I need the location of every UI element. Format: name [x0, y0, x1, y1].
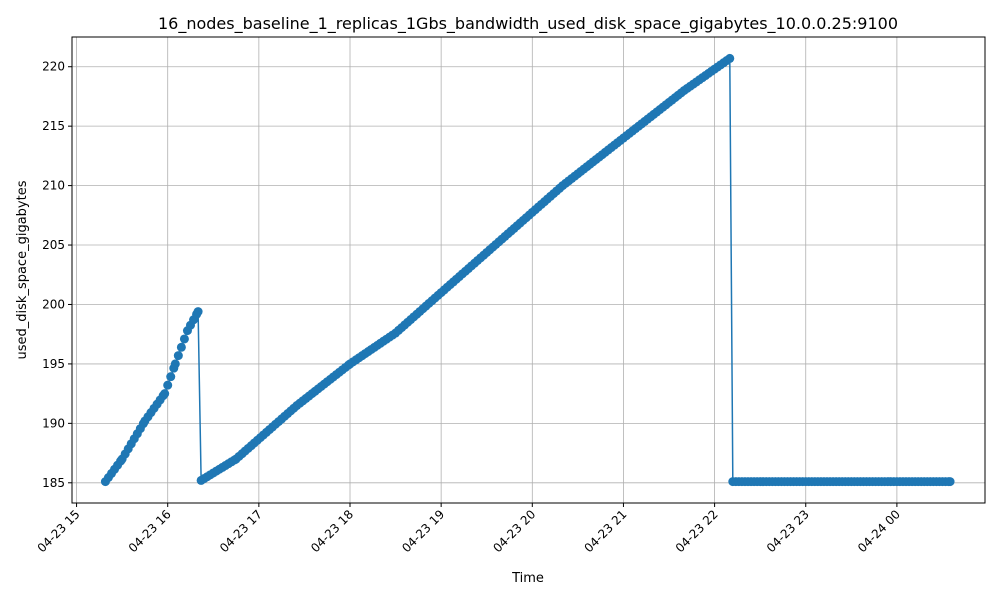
data-point: [945, 477, 955, 487]
data-point: [160, 389, 170, 399]
x-tick-label: 04-23 23: [764, 507, 812, 555]
y-tick-label: 195: [42, 357, 65, 371]
data-point: [725, 53, 735, 63]
y-tick-label: 190: [42, 416, 65, 430]
x-tick-label: 04-23 20: [490, 507, 538, 555]
x-axis-ticks: 04-23 15 04-23 16 04-23 17 04-23 18 04-23 19…: [35, 503, 903, 555]
x-tick-label: 04-23 19: [399, 507, 447, 555]
y-axis-ticks: 185 190 195 200 205 210 215 220: [42, 60, 72, 490]
x-tick-label: 04-23 15: [35, 507, 83, 555]
data-point: [179, 334, 189, 344]
series-line: [104, 56, 951, 483]
y-tick-label: 185: [42, 476, 65, 490]
series: [100, 53, 955, 487]
y-axis-label: used_disk_space_gigabytes: [15, 180, 30, 359]
x-tick-label: 04-23 17: [217, 507, 265, 555]
x-tick-label: 04-23 22: [673, 507, 721, 555]
x-axis-label: Time: [511, 571, 544, 586]
data-point: [173, 351, 183, 361]
grid: [72, 37, 985, 503]
y-tick-label: 210: [42, 179, 65, 193]
x-tick-label: 04-23 21: [582, 507, 630, 555]
x-tick-label: 04-23 16: [126, 507, 174, 555]
data-point: [166, 372, 176, 382]
plot-area-frame: [71, 36, 986, 504]
y-tick-label: 205: [42, 238, 65, 252]
y-tick-label: 220: [42, 60, 65, 74]
chart-title: 16_nodes_baseline_1_replicas_1Gbs_bandwi…: [158, 14, 898, 34]
y-tick-label: 200: [42, 297, 65, 311]
data-point: [163, 380, 173, 390]
data-point: [176, 342, 186, 352]
data-point: [170, 359, 180, 369]
y-tick-label: 215: [42, 119, 65, 133]
x-tick-label: 04-24 00: [855, 507, 903, 555]
data-point: [193, 307, 203, 317]
x-tick-label: 04-23 18: [308, 507, 356, 555]
